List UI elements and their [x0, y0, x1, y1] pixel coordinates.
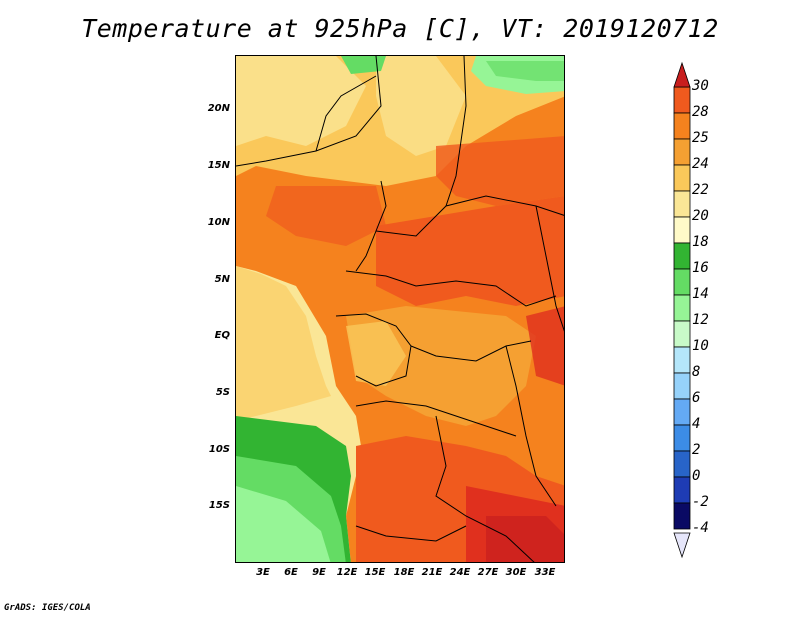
colorbar-top-arrow: [673, 61, 691, 88]
colorbar-label: 8: [692, 364, 701, 380]
colorbar-label: 18: [692, 234, 709, 250]
colorbar-label: 14: [692, 286, 709, 302]
colorbar-cell: [673, 476, 691, 504]
lon-tick: 24E: [449, 567, 471, 578]
colorbar-label: -2: [692, 494, 709, 510]
colorbar-label: -4: [692, 520, 709, 536]
colorbar-cell: [673, 112, 691, 140]
lat-tick: 10S: [208, 444, 230, 455]
colorbar-label: 0: [692, 468, 701, 484]
credit-label: GrADS: IGES/COLA: [4, 603, 91, 613]
map-panel: [235, 55, 565, 563]
lat-tick: 15N: [207, 160, 230, 171]
lat-tick: 20N: [207, 103, 230, 114]
lon-tick: 30E: [505, 567, 527, 578]
colorbar-cell: [673, 502, 691, 530]
lon-tick: 18E: [393, 567, 415, 578]
colorbar-label: 22: [692, 182, 709, 198]
colorbar-cell: [673, 268, 691, 296]
colorbar-label: 28: [692, 104, 709, 120]
colorbar-cell: [673, 450, 691, 478]
lon-tick: 27E: [477, 567, 499, 578]
colorbar-label: 20: [692, 208, 709, 224]
colorbar-label: 6: [692, 390, 701, 406]
colorbar-label: 24: [692, 156, 709, 172]
lat-tick: EQ: [214, 330, 230, 341]
colorbar-label: 25: [692, 130, 709, 146]
colorbar-cell: [673, 320, 691, 348]
colorbar-cell: [673, 138, 691, 166]
colorbar-label: 2: [692, 442, 701, 458]
lon-tick: 15E: [364, 567, 386, 578]
colorbar-label: 12: [692, 312, 709, 328]
colorbar-cell: [673, 372, 691, 400]
colorbar-cell: [673, 86, 691, 114]
lon-tick: 9E: [312, 567, 326, 578]
colorbar-cell: [673, 294, 691, 322]
lon-tick: 12E: [336, 567, 358, 578]
lat-tick: 15S: [208, 500, 230, 511]
colorbar-label: 10: [692, 338, 709, 354]
colorbar-cell: [673, 164, 691, 192]
colorbar-bottom-arrow: [673, 532, 691, 559]
map-title: Temperature at 925hPa [C], VT: 201912071…: [81, 14, 719, 43]
lon-tick: 3E: [256, 567, 270, 578]
lat-tick: 10N: [207, 217, 230, 228]
lon-tick: 21E: [421, 567, 443, 578]
lat-tick: 5N: [214, 274, 230, 285]
lon-tick: 6E: [284, 567, 298, 578]
lon-tick: 33E: [534, 567, 556, 578]
colorbar-label: 16: [692, 260, 709, 276]
colorbar-cell: [673, 242, 691, 270]
colorbar-cell: [673, 398, 691, 426]
colorbar-cell: [673, 216, 691, 244]
colorbar-cell: [673, 424, 691, 452]
colorbar-cell: [673, 346, 691, 374]
colorbar-cell: [673, 190, 691, 218]
colorbar-label: 4: [692, 416, 701, 432]
colorbar-label: 30: [692, 78, 709, 94]
lat-tick: 5S: [215, 387, 230, 398]
temperature-map: [236, 56, 564, 562]
colorbar: [673, 61, 691, 559]
